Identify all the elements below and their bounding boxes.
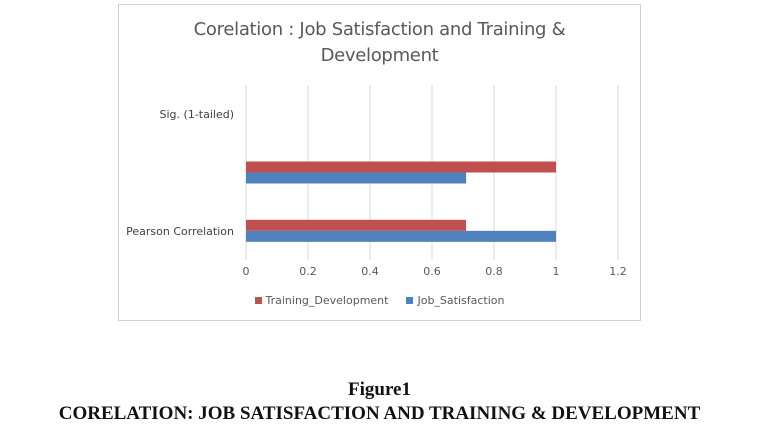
x-tick-label: 0 <box>243 265 250 278</box>
chart-legend: Training_Development Job_Satisfaction <box>119 294 640 307</box>
bar-chart: 0 0.2 0.4 0.6 0.8 1 1.2 Pearson Correlation Sig.… <box>126 85 627 278</box>
legend-label: Job_Satisfaction <box>417 294 505 307</box>
chart-container: Corelation : Job Satisfaction and Traini… <box>118 4 641 321</box>
chart-title: Corelation : Job Satisfaction and Traini… <box>193 19 566 66</box>
y-category-label: Sig. (1-tailed) <box>160 108 234 121</box>
figure-caption: CORELATION: JOB SATISFACTION AND TRAININ… <box>58 403 701 424</box>
bar <box>246 219 467 231</box>
legend-swatch <box>254 297 262 304</box>
legend-item: Training_Development <box>254 294 389 307</box>
x-tick-label: 0.2 <box>299 265 317 278</box>
legend-label: Training_Development <box>265 294 389 307</box>
bar <box>246 161 556 173</box>
y-category-label: Pearson Correlation <box>126 225 234 238</box>
bar <box>246 230 556 242</box>
x-tick-label: 1.2 <box>609 265 627 278</box>
x-tick-label: 0.6 <box>423 265 441 278</box>
x-tick-label: 1 <box>553 265 560 278</box>
figure-number: Figure1 <box>348 379 411 400</box>
legend-item: Job_Satisfaction <box>406 294 504 307</box>
x-tick-label: 0.8 <box>485 265 503 278</box>
legend-swatch <box>406 297 414 304</box>
x-tick-label: 0.4 <box>361 265 379 278</box>
bar <box>246 172 467 184</box>
